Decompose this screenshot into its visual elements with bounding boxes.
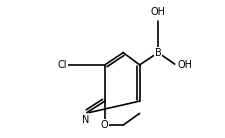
Text: OH: OH: [150, 7, 165, 17]
Text: B: B: [154, 48, 161, 58]
Text: O: O: [101, 120, 108, 130]
Text: Cl: Cl: [57, 60, 67, 70]
Text: OH: OH: [176, 60, 191, 70]
Text: N: N: [82, 115, 89, 125]
